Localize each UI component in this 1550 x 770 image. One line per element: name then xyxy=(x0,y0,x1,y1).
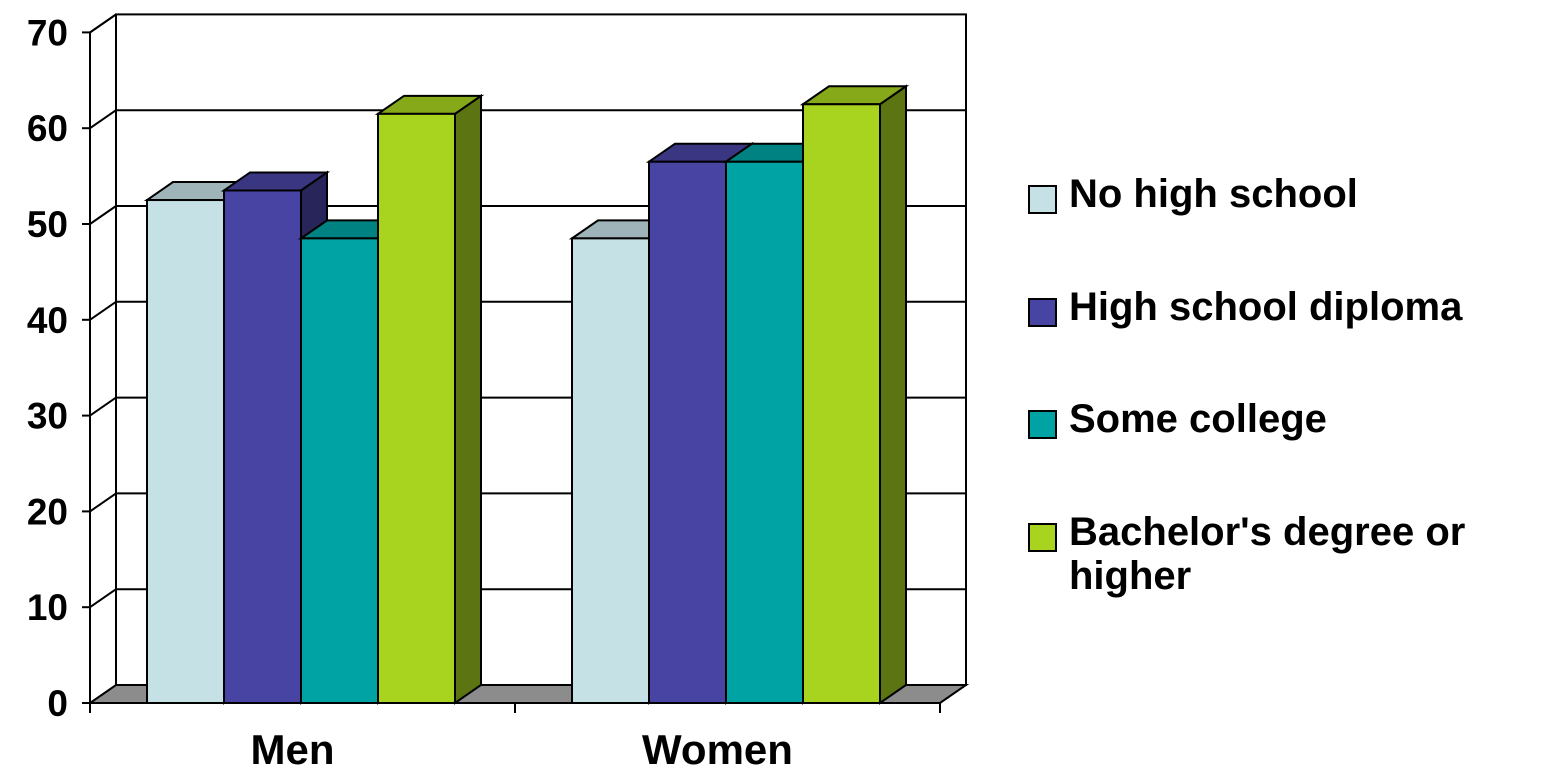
bar-front-face xyxy=(223,189,302,705)
legend-label-some-college: Some college xyxy=(1069,397,1327,441)
bar-side-face xyxy=(879,84,907,705)
side-gridline-60 xyxy=(89,109,117,130)
y-tick-label-40: 40 xyxy=(27,300,68,341)
legend-label-bachelors-degree: Bachelor's degree or higher xyxy=(1069,510,1466,598)
y-tick-label-10: 10 xyxy=(27,587,68,628)
legend-swatch-some-college xyxy=(1028,410,1057,439)
y-tick-label-70: 70 xyxy=(27,12,68,53)
y-tick-label-50: 50 xyxy=(27,204,68,245)
y-tick-label-0: 0 xyxy=(47,683,68,724)
x-category-label-men: Men xyxy=(251,726,335,770)
legend-item-no-high-school: No high school xyxy=(1028,172,1539,216)
y-tick-label-30: 30 xyxy=(27,396,68,437)
y-tick-label-20: 20 xyxy=(27,491,68,532)
side-gridline-40 xyxy=(89,300,117,321)
side-gridline-70 xyxy=(89,13,117,34)
legend-item-some-college: Some college xyxy=(1028,397,1539,441)
bar-front-face xyxy=(377,112,456,704)
x-category-label-women: Women xyxy=(642,726,793,770)
bar-front-face xyxy=(300,237,379,704)
side-gridline-30 xyxy=(89,396,117,417)
bar-side-face xyxy=(454,93,482,705)
bar-front-face xyxy=(571,237,650,704)
y-tick-label-60: 60 xyxy=(27,108,68,149)
legend-swatch-no-high-school xyxy=(1028,185,1057,214)
bar-front-face xyxy=(725,160,804,705)
legend-label-no-high-school: No high school xyxy=(1069,172,1358,216)
bar-women-3 xyxy=(799,84,910,705)
legend-item-high-school-diploma: High school diploma xyxy=(1028,285,1539,329)
bar-men-3 xyxy=(374,93,485,705)
bar-front-face xyxy=(802,103,881,704)
legend-swatch-high-school-diploma xyxy=(1028,298,1057,327)
legend-label-high-school-diploma: High school diploma xyxy=(1069,285,1463,329)
legend-swatch-bachelors-degree xyxy=(1028,523,1057,552)
side-gridline-10 xyxy=(89,588,117,609)
bar-front-face xyxy=(648,160,727,705)
side-gridline-20 xyxy=(89,492,117,513)
legend-item-bachelors-degree: Bachelor's degree or higher xyxy=(1028,510,1499,598)
side-gridline-50 xyxy=(89,205,117,225)
bar-front-face xyxy=(146,199,225,705)
